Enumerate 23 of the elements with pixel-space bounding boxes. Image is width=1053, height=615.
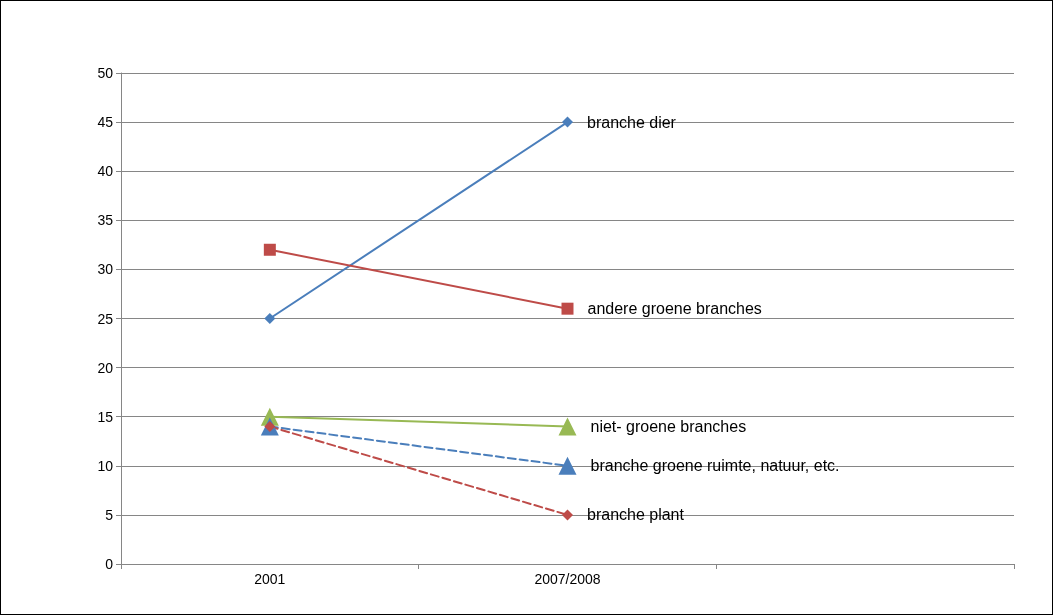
y-tick-label: 5 [105,506,114,523]
y-tick-label: 20 [97,359,114,376]
series-label: niet- groene branches [590,418,747,436]
series-label: branche plant [587,506,685,524]
y-tick-label: 45 [97,114,114,131]
series-label: branche dier [587,113,677,131]
y-tick-label: 10 [97,457,114,474]
y-tick-label: 15 [97,408,114,425]
x-tick-label: 2001 [254,571,286,587]
point [264,313,276,324]
y-tick-label: 0 [105,556,114,572]
series-label: andere groene branches [587,300,762,318]
point [562,509,573,521]
x-tick-label: 2007/2008 [534,571,601,587]
point [562,116,573,128]
series-label: branche groene ruimte, natuur, etc. [590,457,840,475]
y-tick-label: 30 [97,261,114,278]
y-tick-label: 25 [97,310,114,327]
y-tick-label: 40 [97,163,114,180]
y-tick-label: 35 [97,212,114,229]
point [561,302,574,315]
y-tick-label: 50 [97,65,114,81]
point [263,243,276,256]
